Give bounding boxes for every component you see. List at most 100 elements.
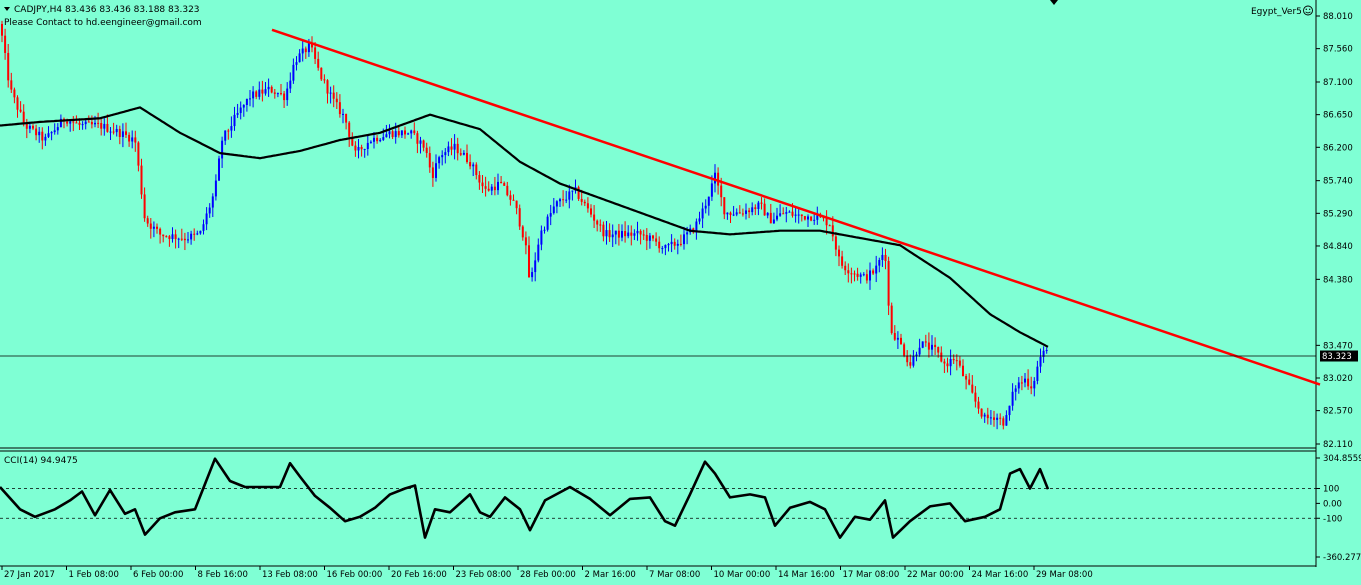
candle (335, 92, 338, 109)
candle (456, 137, 459, 161)
candle (955, 354, 958, 371)
candle (1017, 377, 1020, 394)
candle (847, 263, 850, 283)
cci-tick-label: -360.277 (1323, 553, 1361, 563)
candle (193, 228, 196, 241)
candle (357, 138, 360, 159)
candle (977, 396, 980, 414)
price-tick-label: 87.100 (1323, 78, 1353, 88)
candle (732, 205, 735, 217)
candle (528, 236, 530, 278)
cci-tick-label: 304.8559 (1323, 454, 1361, 464)
candle (875, 255, 878, 283)
price-tick-label: 85.740 (1323, 177, 1353, 187)
candle (444, 148, 447, 164)
candle (506, 181, 509, 197)
candle (1020, 375, 1023, 391)
candle (772, 212, 775, 224)
candle (763, 198, 766, 216)
price-tick-label: 83.470 (1323, 341, 1353, 351)
candle (586, 197, 589, 213)
candle (146, 215, 149, 227)
candle (162, 234, 165, 243)
candle (44, 133, 47, 146)
time-tick-label: 2 Mar 16:00 (585, 570, 636, 580)
candle (258, 81, 261, 100)
candle (788, 210, 791, 213)
price-tick-label: 86.200 (1323, 143, 1353, 153)
candle (903, 342, 906, 358)
symbol-menu-arrow-icon[interactable] (4, 7, 10, 11)
candle (400, 130, 403, 138)
candle (500, 176, 503, 184)
candle (1027, 369, 1030, 390)
candle (493, 176, 496, 196)
candle (924, 334, 927, 347)
candle (69, 119, 72, 132)
candle (887, 256, 890, 316)
candle (419, 136, 422, 154)
current-price-box (1320, 350, 1358, 362)
trendline[interactable] (271, 28, 1321, 386)
candle (298, 49, 301, 63)
candle (621, 224, 623, 242)
candle (249, 90, 251, 107)
candle (797, 207, 800, 224)
candle (196, 230, 199, 236)
candle (630, 225, 633, 246)
candle (593, 205, 596, 228)
candle (856, 267, 859, 281)
chart-shift-marker-icon[interactable] (1050, 0, 1058, 5)
candle (859, 272, 862, 284)
candle (41, 127, 44, 150)
candle (295, 56, 298, 71)
time-tick-label: 16 Feb 00:00 (327, 570, 383, 580)
candle (180, 228, 183, 242)
candle (1039, 348, 1042, 373)
candle (205, 207, 208, 231)
candle (850, 267, 853, 284)
candle (838, 245, 840, 267)
candle (320, 67, 323, 81)
candle (156, 223, 158, 234)
candle (893, 325, 896, 341)
candle (38, 126, 41, 143)
candle (466, 144, 468, 164)
candle (292, 58, 295, 84)
candle (701, 202, 704, 229)
candle (435, 154, 437, 182)
candle (118, 125, 121, 145)
candle (927, 332, 930, 358)
candle (999, 413, 1002, 426)
candle (233, 106, 236, 131)
candle (348, 121, 351, 147)
candle (617, 223, 620, 246)
candle (872, 268, 875, 276)
candle (853, 270, 856, 282)
price-tick-label: 82.110 (1323, 440, 1353, 450)
candle (224, 130, 227, 145)
candle (484, 176, 487, 197)
candle (695, 218, 698, 240)
candle (264, 82, 267, 96)
candle (32, 124, 34, 131)
candle (214, 174, 217, 201)
cci-tick-label: 100 (1323, 484, 1339, 494)
candle (577, 185, 580, 201)
candle (751, 202, 754, 216)
candle (332, 85, 335, 108)
candle (590, 204, 592, 218)
cci-tick-label: 0.00 (1323, 499, 1342, 509)
candle (940, 346, 943, 363)
candle (537, 238, 540, 263)
candle (664, 244, 667, 256)
candle (900, 333, 902, 345)
candle (729, 211, 732, 224)
smiley-icon (1303, 5, 1313, 16)
candle (943, 358, 946, 374)
candle (568, 184, 571, 209)
candle (968, 373, 971, 386)
candle (611, 224, 614, 248)
